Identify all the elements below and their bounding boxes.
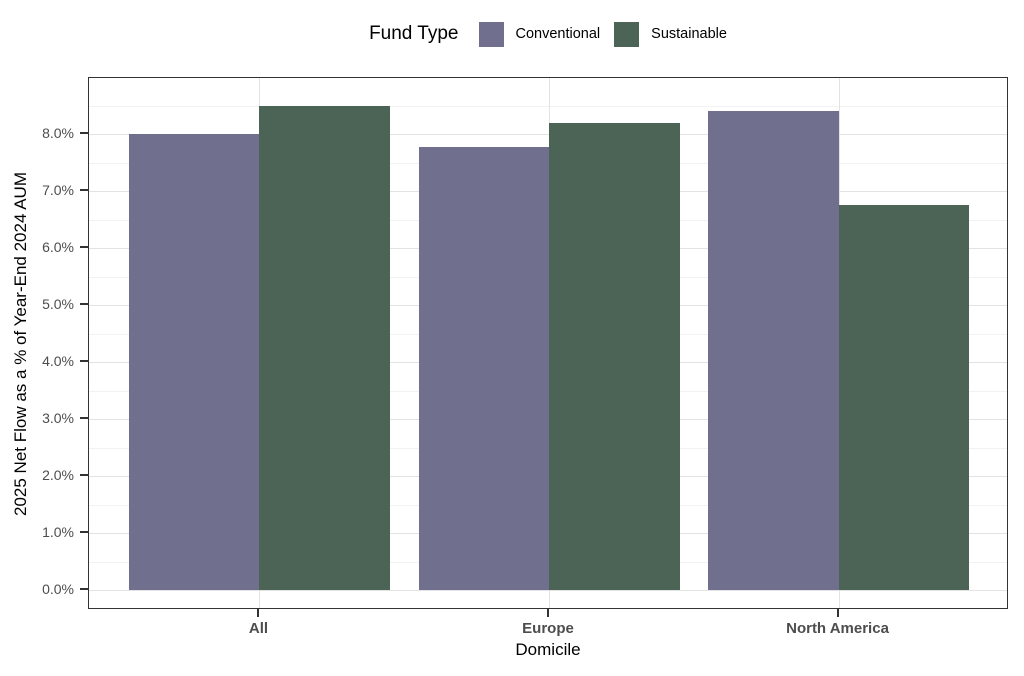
legend-label-sustainable: Sustainable [651,26,727,42]
bar-sustainable-europe [549,122,680,590]
y-tick-label: 2.0% [42,467,74,483]
y-tick-label: 1.0% [42,524,74,540]
sustainable-swatch-icon [614,21,640,47]
x-axis-title: Domicile [515,640,581,659]
y-tick-mark [80,132,88,134]
bar-conventional-north-america [708,111,839,590]
bar-conventional-all [128,134,260,590]
legend-title: Fund Type [369,23,459,44]
legend-label-conventional: Conventional [515,26,601,42]
y-tick-label: 7.0% [42,182,74,198]
x-tick-mark [547,609,549,617]
bar-conventional-europe [418,146,549,590]
y-tick-mark [80,246,88,248]
y-tick-label: 6.0% [42,239,74,255]
y-tick-label: 8.0% [42,125,74,141]
legend: Fund Type Conventional Sustainable [88,14,1008,54]
y-tick-mark [80,417,88,419]
y-tick-label: 0.0% [42,581,74,597]
bar-sustainable-north-america [838,205,970,590]
x-tick-mark [257,609,260,617]
x-tick-mark [836,609,839,617]
y-tick-label: 3.0% [42,410,74,426]
gridline-minor-h [89,105,1007,107]
bar-sustainable-all [259,105,390,590]
legend-item-conventional: Conventional [478,21,601,47]
y-tick-mark [80,303,88,305]
y-axis-title: 2025 Net Flow as a % of Year-End 2024 AU… [11,172,30,516]
y-tick-mark [80,531,88,533]
y-tick-mark [80,360,88,362]
legend-item-sustainable: Sustainable [614,21,727,47]
x-tick-label: Europe [522,620,574,637]
y-tick-label: 4.0% [42,353,74,369]
gridline-major-h [89,590,1007,591]
x-tick-label: All [248,620,269,637]
conventional-swatch-icon [478,21,504,47]
plot-panel [88,77,1008,609]
y-tick-mark [80,189,88,191]
y-tick-mark [80,474,88,476]
y-tick-label: 5.0% [42,296,74,312]
x-tick-label: North America [786,620,889,637]
y-tick-mark [80,588,88,590]
gridline-major-h [89,134,1007,135]
